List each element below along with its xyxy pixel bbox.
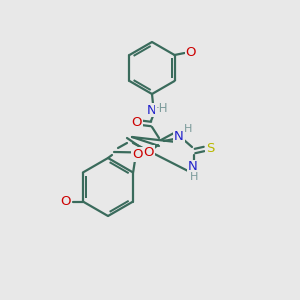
Text: N: N xyxy=(188,160,198,173)
Text: O: O xyxy=(61,195,71,208)
Text: S: S xyxy=(206,142,214,155)
Text: O: O xyxy=(185,46,196,59)
Text: N: N xyxy=(147,103,157,116)
Text: H: H xyxy=(184,124,192,134)
Text: H: H xyxy=(190,172,198,182)
Text: ·H: ·H xyxy=(156,103,168,116)
Text: N: N xyxy=(174,130,184,143)
Text: O: O xyxy=(132,148,142,161)
Text: O: O xyxy=(132,116,142,130)
Text: O: O xyxy=(144,146,154,158)
